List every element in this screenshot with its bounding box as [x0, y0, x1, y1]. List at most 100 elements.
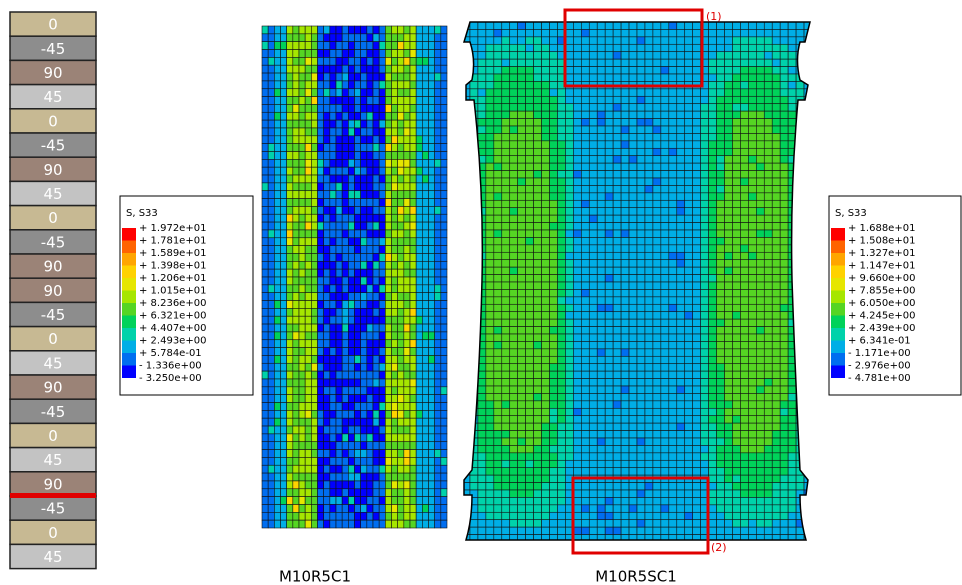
mesh-cell [668, 341, 678, 350]
mesh-cell [652, 430, 662, 439]
mesh-cell [644, 422, 654, 431]
mesh-cell [803, 237, 810, 246]
mesh-cell [763, 22, 773, 30]
mesh-cell [692, 58, 701, 67]
mesh-cell [280, 229, 287, 239]
mesh-cell [771, 482, 781, 491]
mesh-cell [668, 43, 678, 53]
mesh-cell [684, 140, 693, 149]
mesh-cell [700, 400, 709, 409]
mesh-cell [298, 190, 306, 199]
mesh-cell [403, 159, 411, 168]
mesh-cell [716, 177, 725, 186]
mesh-cell [329, 166, 337, 176]
mesh-cell [415, 253, 423, 262]
mesh-cell [409, 206, 417, 215]
mesh-cell [391, 355, 398, 364]
mesh-cell [509, 118, 518, 127]
mesh-cell [335, 425, 343, 435]
mesh-cell [335, 151, 343, 160]
mesh-cell [311, 284, 318, 293]
mesh-cell [596, 341, 606, 350]
mesh-cell [549, 81, 558, 90]
mesh-cell [464, 147, 471, 157]
mesh-cell [612, 519, 622, 528]
mesh-cell [763, 147, 773, 157]
mesh-cell [274, 237, 281, 246]
mesh-cell [652, 199, 662, 209]
mesh-cell [588, 43, 598, 53]
mesh-cell [385, 410, 392, 419]
mesh-cell [434, 378, 442, 388]
ply-layer [9, 374, 97, 400]
mesh-cell [360, 355, 368, 364]
mesh-cell [304, 166, 312, 176]
mesh-cell [771, 430, 781, 439]
mesh-cell [378, 268, 386, 278]
mesh-cell [748, 259, 757, 268]
mesh-cell [335, 496, 343, 505]
mesh-cell [304, 119, 312, 129]
mesh-cell [286, 25, 294, 35]
mesh-cell [397, 57, 405, 66]
mesh-cell [354, 229, 361, 239]
mesh-cell [274, 402, 281, 411]
mesh-cell [477, 29, 487, 38]
mesh-cell [668, 207, 678, 216]
mesh-cell [378, 64, 386, 74]
mesh-cell [779, 185, 789, 194]
mesh-cell [261, 135, 269, 144]
mesh-cell [541, 110, 550, 119]
mesh-cell [440, 253, 448, 262]
mesh-cell [323, 386, 331, 395]
mesh-cell [509, 170, 518, 179]
mesh-cell [795, 437, 805, 446]
mesh-cell [716, 415, 725, 424]
mesh-cell [354, 198, 361, 207]
mesh-cell [485, 259, 495, 268]
mesh-cell [565, 311, 574, 320]
mesh-cell [795, 296, 805, 305]
mesh-cell [652, 110, 662, 119]
mesh-cell [292, 370, 300, 380]
mesh-cell [292, 206, 300, 215]
mesh-cell [372, 96, 380, 105]
mesh-cell [274, 496, 281, 505]
mesh-cell [581, 326, 590, 335]
mesh-cell [557, 504, 566, 513]
mesh-cell [620, 385, 630, 394]
mesh-cell [280, 213, 287, 223]
mesh-cell [771, 95, 781, 105]
mesh-cell [274, 519, 281, 529]
mesh-cell [372, 292, 380, 301]
mesh-cell [292, 276, 300, 286]
mesh-cell [525, 415, 534, 424]
mesh-cell [740, 51, 749, 60]
mesh-cell [397, 80, 405, 90]
mesh-cell [274, 174, 281, 184]
mesh-cell [469, 259, 479, 268]
mesh-cell [298, 472, 306, 482]
mesh-cell [596, 318, 606, 327]
mesh-cell [261, 151, 269, 160]
mesh-cell [311, 88, 318, 97]
mesh-cell [581, 430, 590, 439]
mesh-cell [748, 474, 757, 483]
mesh-cell [397, 25, 405, 35]
mesh-cell [644, 22, 654, 30]
mesh-cell [668, 445, 678, 454]
legend-label: + 9.660e+00 [848, 273, 915, 284]
mesh-cell [360, 182, 368, 192]
mesh-cell [724, 36, 733, 45]
mesh-cell [354, 96, 361, 105]
mesh-cell [636, 162, 646, 171]
mesh-cell [323, 64, 331, 74]
mesh-cell [740, 244, 749, 253]
mesh-cell [517, 170, 526, 179]
mesh-cell [274, 276, 281, 286]
mesh-cell [596, 415, 606, 424]
mesh-cell [620, 326, 630, 335]
mesh-cell [652, 452, 662, 461]
mesh-cell [763, 333, 773, 342]
mesh-cell [311, 41, 318, 50]
